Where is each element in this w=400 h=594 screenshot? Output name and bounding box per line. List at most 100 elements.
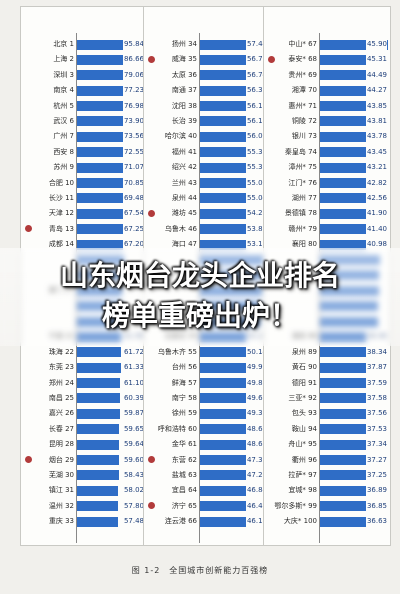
bar xyxy=(200,85,267,96)
city-label: 昆明 28 xyxy=(48,440,74,449)
bar-row: 温州 32 57.80 xyxy=(21,499,147,514)
city-label: 天津 12 xyxy=(48,209,74,218)
bar xyxy=(320,501,375,512)
bar-row: 上海 2 86.66 xyxy=(21,52,147,67)
bar xyxy=(77,424,120,435)
bar-row: 成都 14 67.20 xyxy=(21,237,147,252)
city-label: 鞍山 94 xyxy=(291,424,317,433)
bar xyxy=(77,131,130,142)
bar xyxy=(200,116,267,127)
city-label: 包头 93 xyxy=(291,409,317,418)
value-label: 55.07 xyxy=(245,176,267,190)
city-label: 长治 39 xyxy=(171,116,197,125)
bar-row: 泉州 89 38.34 xyxy=(264,345,390,360)
city-label: 赣州* 79 xyxy=(288,224,317,233)
bar xyxy=(77,470,119,481)
city-label: 东莞 23 xyxy=(48,363,74,372)
bar xyxy=(320,239,381,250)
bar-row: 南京 4 77.23 xyxy=(21,83,147,98)
bar-row: 长治 39 56.17 xyxy=(144,114,270,129)
value-label: 95.84 xyxy=(122,38,144,51)
bar xyxy=(200,516,255,527)
value-label: 59.87 xyxy=(122,407,144,421)
city-label: 长沙 11 xyxy=(48,193,74,202)
value-label: 49.66 xyxy=(245,391,267,405)
bar xyxy=(200,178,266,189)
bar xyxy=(77,393,120,404)
city-label: 哈尔滨 40 xyxy=(164,132,197,141)
bar xyxy=(77,116,130,127)
bar xyxy=(320,362,377,373)
bar xyxy=(77,347,121,358)
city-label: 襄阳 80 xyxy=(291,240,317,249)
bar xyxy=(77,378,121,389)
city-label: 乌鲁木齐 55 xyxy=(157,347,197,356)
bar-rows: 扬州 34 57.44 威海 35 56.77 太原 36 56.74 南通 37 56.37… xyxy=(144,37,270,530)
city-label: 呼和浩特 60 xyxy=(157,424,197,433)
bar xyxy=(200,101,267,112)
bar xyxy=(200,408,259,419)
bar-row: 徐州 59 49.33 xyxy=(144,406,270,421)
value-label: 46.84 xyxy=(245,484,267,498)
bar xyxy=(200,147,266,158)
city-label: 景德镇 78 xyxy=(284,209,317,218)
highlight-dot xyxy=(268,55,275,63)
value-label: 43.45 xyxy=(365,145,387,159)
figure-caption: 图 1-2 全国城市创新能力百强榜 xyxy=(131,566,269,575)
city-label: 北京 1 xyxy=(53,40,74,48)
city-label: 连云港 66 xyxy=(164,517,197,526)
city-label: 舟山* 95 xyxy=(288,440,317,449)
city-label: 威海 35 xyxy=(171,55,197,64)
value-label: 46.49 xyxy=(245,499,267,513)
value-label: 76.98 xyxy=(122,99,144,113)
city-label: 海口 47 xyxy=(171,240,197,249)
bar-row: 乌鲁木 46 53.85 xyxy=(144,222,270,237)
value-label: 57.80 xyxy=(122,499,144,513)
value-label: 56.06 xyxy=(245,130,267,144)
bar-row: 嘉兴 26 59.87 xyxy=(21,406,147,421)
bar-row: 长沙 11 69.48 xyxy=(21,191,147,206)
value-label: 69.48 xyxy=(122,191,144,205)
value-label: 37.87 xyxy=(365,361,387,375)
value-label: 73.56 xyxy=(122,130,144,144)
value-label: 45.90 xyxy=(365,38,387,51)
value-label: 50.14 xyxy=(245,345,267,359)
title-overlay-band xyxy=(0,248,400,346)
bar-row: 珠海 22 61.72 xyxy=(21,345,147,360)
bar-row: 福州 41 55.38 xyxy=(144,145,270,160)
bar xyxy=(200,424,258,435)
bar-row: 长春 27 59.65 xyxy=(21,422,147,437)
bar xyxy=(320,424,376,435)
value-label: 55.33 xyxy=(245,161,267,175)
city-label: 嘉兴 26 xyxy=(48,409,74,418)
city-label: 大庆* 100 xyxy=(283,517,317,526)
bar xyxy=(77,208,125,219)
bar-row: 泉州 44 55.04 xyxy=(144,191,270,206)
bar-row: 漳州* 75 43.21 xyxy=(264,160,390,175)
bar-row: 三亚* 92 37.58 xyxy=(264,391,390,406)
bar-row: 宜昌 64 46.84 xyxy=(144,483,270,498)
bar-row: 中山* 67 45.90 xyxy=(264,37,390,52)
city-label: 漳州* 75 xyxy=(288,163,317,172)
value-label: 36.85 xyxy=(365,499,387,513)
bar-row: 衢州 96 37.27 xyxy=(264,453,390,468)
value-label: 57.48 xyxy=(122,515,144,529)
value-label: 43.21 xyxy=(365,161,387,175)
bar xyxy=(320,116,385,127)
bar xyxy=(320,455,376,466)
value-label: 45.31 xyxy=(365,53,387,67)
bar-row: 烟台 29 59.60 xyxy=(21,453,147,468)
bar xyxy=(320,208,383,219)
bar-row: 北京 1 95.84 xyxy=(21,37,147,52)
value-label: 43.81 xyxy=(365,114,387,128)
bar-row: 广州 7 73.56 xyxy=(21,129,147,144)
city-label: 镇江 31 xyxy=(48,486,74,495)
highlight-dot xyxy=(148,456,155,464)
bar-row: 苏州 9 71.07 xyxy=(21,160,147,175)
bar xyxy=(77,101,132,112)
value-label: 61.72 xyxy=(122,345,144,359)
bar-row: 昆明 28 59.64 xyxy=(21,437,147,452)
overlay-title-line-1: 山东烟台龙头企业排名 xyxy=(59,259,340,292)
value-label: 71.07 xyxy=(122,161,144,175)
city-label: 金华 61 xyxy=(171,440,197,449)
